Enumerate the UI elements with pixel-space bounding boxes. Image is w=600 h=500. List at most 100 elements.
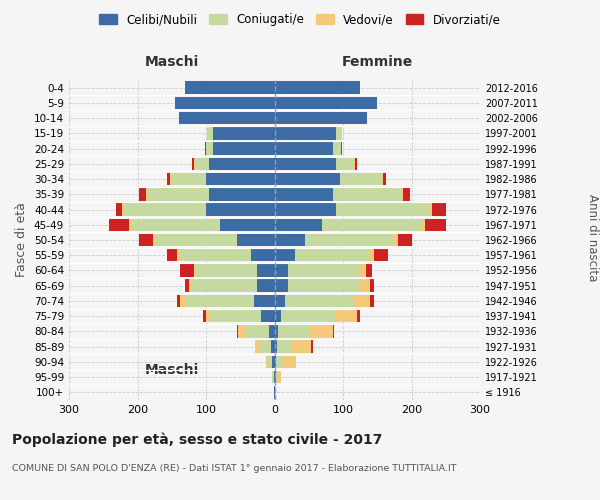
Bar bbox=[360, 280, 370, 292]
Bar bbox=[353, 294, 370, 307]
Bar bbox=[116, 204, 122, 216]
Bar bbox=[355, 158, 356, 170]
Bar bbox=[291, 340, 311, 353]
Bar bbox=[333, 142, 341, 155]
Bar bbox=[374, 249, 388, 262]
Bar bbox=[288, 264, 360, 276]
Bar bbox=[276, 356, 283, 368]
Bar bbox=[274, 371, 275, 384]
Bar bbox=[266, 356, 267, 368]
Bar bbox=[213, 127, 275, 140]
Bar bbox=[155, 234, 237, 246]
Y-axis label: Fasce di età: Fasce di età bbox=[16, 202, 28, 278]
Text: Anni di nascita: Anni di nascita bbox=[586, 194, 599, 281]
Bar bbox=[275, 310, 281, 322]
Bar bbox=[333, 325, 334, 338]
Bar bbox=[281, 310, 336, 322]
Bar bbox=[336, 158, 353, 170]
Bar bbox=[370, 280, 374, 292]
Bar bbox=[285, 294, 353, 307]
Text: Maschi: Maschi bbox=[145, 362, 199, 376]
Bar bbox=[194, 158, 196, 170]
Bar bbox=[205, 142, 206, 155]
Bar bbox=[209, 158, 275, 170]
Bar bbox=[172, 173, 206, 186]
Bar bbox=[275, 218, 322, 231]
Bar bbox=[194, 264, 196, 276]
Bar bbox=[383, 173, 386, 186]
Bar bbox=[269, 325, 275, 338]
Bar bbox=[259, 340, 271, 353]
Bar bbox=[353, 158, 355, 170]
Bar bbox=[340, 173, 380, 186]
Bar bbox=[333, 188, 401, 200]
Bar bbox=[189, 280, 193, 292]
Text: Femmine: Femmine bbox=[341, 55, 413, 69]
Bar bbox=[185, 280, 189, 292]
Bar bbox=[179, 112, 275, 124]
Bar bbox=[209, 188, 275, 200]
Bar bbox=[206, 142, 213, 155]
Bar bbox=[238, 325, 245, 338]
Bar bbox=[139, 188, 146, 200]
Bar bbox=[209, 310, 261, 322]
Bar bbox=[309, 325, 333, 338]
Bar bbox=[206, 310, 209, 322]
Bar bbox=[109, 218, 129, 231]
Bar bbox=[394, 234, 398, 246]
Bar bbox=[146, 188, 148, 200]
Bar bbox=[122, 204, 124, 216]
Bar bbox=[267, 356, 272, 368]
Bar bbox=[422, 218, 425, 231]
Bar bbox=[295, 249, 370, 262]
Legend: Celibi/Nubili, Coniugati/e, Vedovi/e, Divorziati/e: Celibi/Nubili, Coniugati/e, Vedovi/e, Di… bbox=[95, 8, 505, 31]
Bar bbox=[370, 249, 374, 262]
Bar bbox=[275, 127, 336, 140]
Bar bbox=[131, 218, 220, 231]
Bar bbox=[192, 158, 194, 170]
Bar bbox=[206, 173, 275, 186]
Bar bbox=[275, 234, 305, 246]
Bar bbox=[148, 188, 209, 200]
Bar bbox=[432, 204, 446, 216]
Bar bbox=[180, 264, 194, 276]
Bar bbox=[336, 127, 341, 140]
Bar bbox=[275, 294, 285, 307]
Bar bbox=[336, 204, 428, 216]
Bar bbox=[380, 173, 383, 186]
Bar bbox=[275, 340, 277, 353]
Bar bbox=[257, 280, 275, 292]
Bar bbox=[336, 310, 356, 322]
Bar bbox=[275, 82, 360, 94]
Bar bbox=[277, 340, 291, 353]
Bar bbox=[365, 264, 373, 276]
Bar bbox=[425, 218, 446, 231]
Bar bbox=[322, 218, 422, 231]
Bar bbox=[275, 112, 367, 124]
Bar bbox=[305, 234, 394, 246]
Bar bbox=[203, 310, 206, 322]
Bar bbox=[275, 142, 333, 155]
Bar bbox=[403, 188, 410, 200]
Bar bbox=[261, 310, 275, 322]
Bar bbox=[275, 96, 377, 109]
Bar bbox=[288, 280, 360, 292]
Bar bbox=[177, 249, 179, 262]
Bar bbox=[370, 294, 374, 307]
Bar bbox=[275, 325, 278, 338]
Bar bbox=[129, 218, 131, 231]
Bar bbox=[256, 340, 259, 353]
Bar bbox=[254, 294, 275, 307]
Bar bbox=[180, 294, 185, 307]
Text: Maschi: Maschi bbox=[145, 55, 199, 69]
Bar bbox=[196, 264, 257, 276]
Bar bbox=[139, 234, 152, 246]
Bar bbox=[275, 356, 276, 368]
Bar bbox=[237, 234, 275, 246]
Bar bbox=[278, 325, 309, 338]
Bar bbox=[272, 371, 274, 384]
Bar bbox=[167, 249, 177, 262]
Bar bbox=[271, 340, 275, 353]
Bar bbox=[176, 294, 180, 307]
Bar bbox=[167, 173, 170, 186]
